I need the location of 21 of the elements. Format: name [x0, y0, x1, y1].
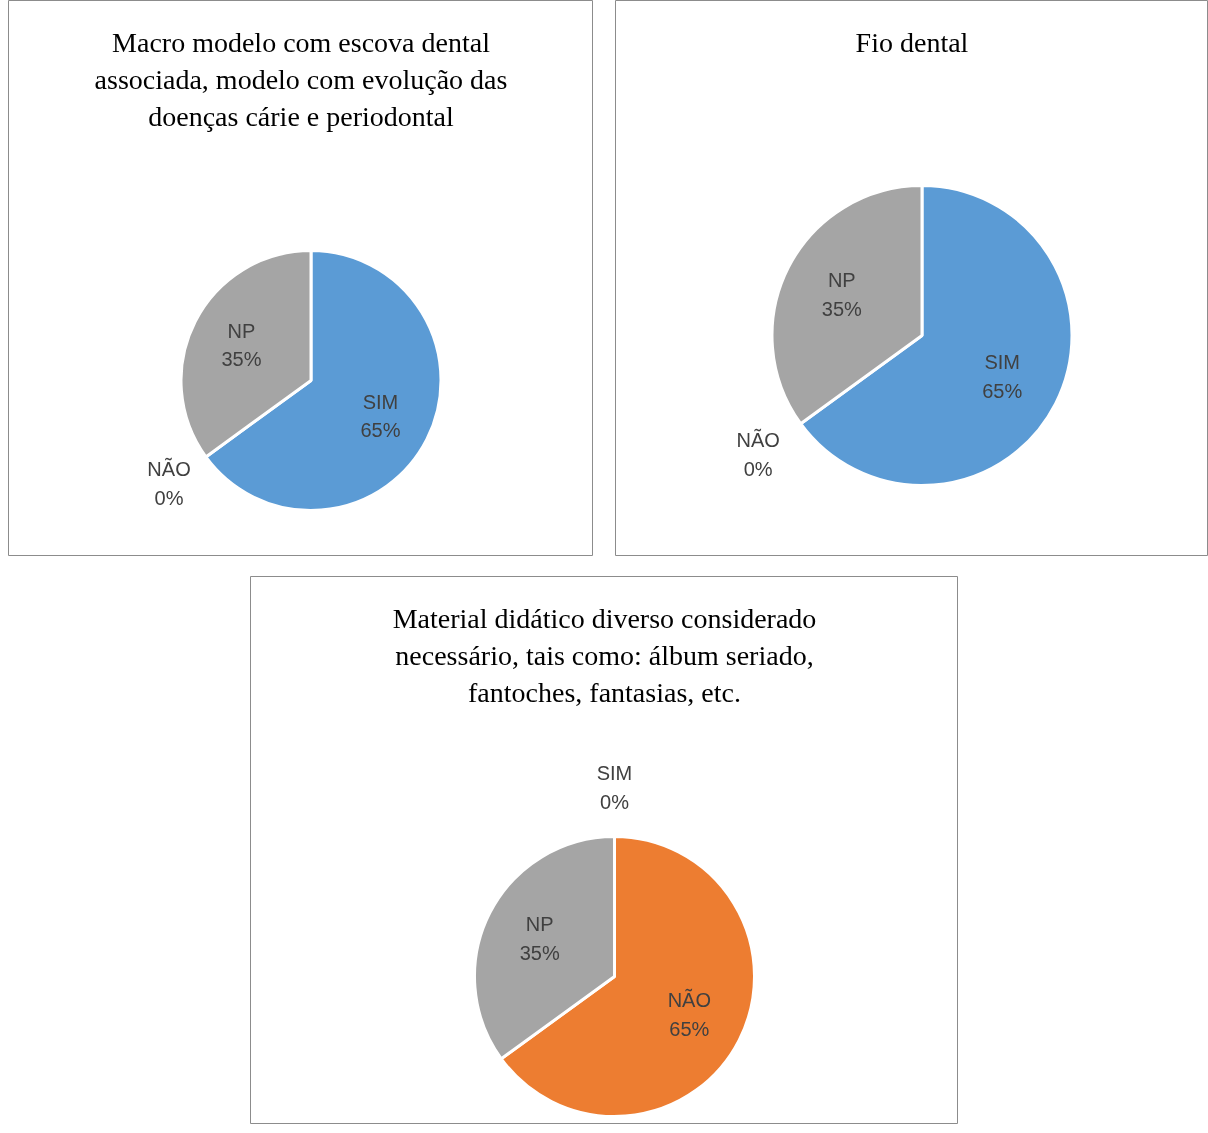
category-label: NÃO [736, 429, 780, 452]
chart-title: Material didático diverso considerado necessário, tais como: álbum seriado, fantoches, fantasias, etc. [392, 602, 817, 708]
data-label: 65% [360, 419, 401, 442]
slice-label: NP [227, 319, 256, 342]
category-label: NÃO [147, 458, 191, 481]
category-label: SIM [596, 762, 633, 785]
slice-label: NÃO [667, 988, 712, 1012]
text: 0% [600, 790, 629, 813]
slice-label: NP [525, 913, 554, 936]
data-label: 35% [519, 941, 560, 964]
slice-label: SIM [984, 351, 1020, 374]
data-label: 65% [982, 379, 1023, 402]
data-label: 65% [669, 1017, 710, 1040]
text: 0% [154, 486, 184, 509]
chart-title: Fio dental [855, 26, 969, 58]
chart-title: Macro modelo com escova dental associada, modelo com evolução das doenças cárie e periodontal [94, 26, 508, 132]
slice-label: SIM [362, 390, 399, 413]
data-label: 35% [821, 297, 863, 320]
data-label: 35% [221, 348, 262, 371]
text: 0% [743, 457, 773, 480]
slice-label: NP [827, 269, 856, 292]
